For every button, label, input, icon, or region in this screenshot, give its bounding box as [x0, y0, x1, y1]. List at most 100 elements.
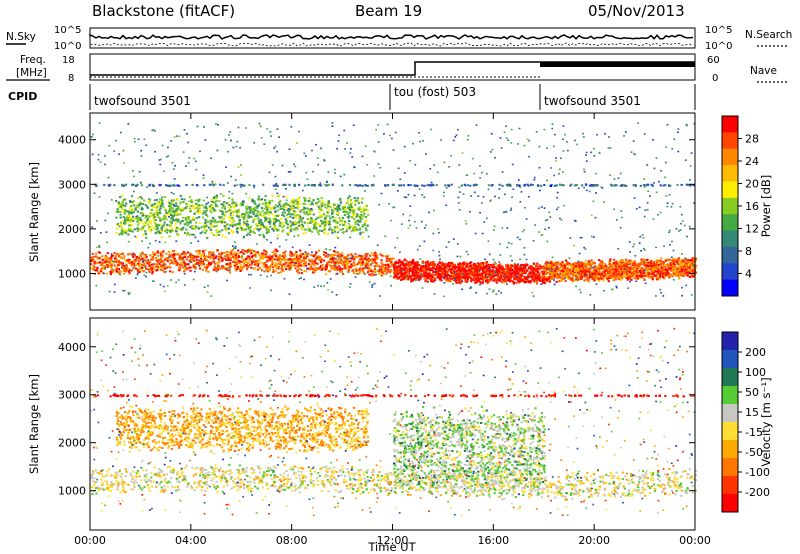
heatmap-cell — [267, 231, 270, 234]
heatmap-cell — [488, 276, 492, 279]
heatmap-cell — [373, 265, 376, 268]
heatmap-cell — [490, 275, 493, 278]
heatmap-cell — [586, 273, 589, 276]
heatmap-cell — [686, 274, 689, 277]
heatmap-cell — [642, 268, 645, 271]
heatmap-cell — [151, 268, 154, 271]
heatmap-cell — [272, 206, 275, 209]
heatmap-cell — [433, 266, 436, 269]
heatmap-cell — [507, 269, 510, 272]
heatmap-cell — [659, 267, 662, 270]
heatmap-cell — [261, 202, 265, 205]
heatmap-cell — [678, 273, 682, 276]
heatmap-cell — [438, 262, 442, 265]
heatmap-cell — [160, 268, 163, 271]
heatmap-cell — [189, 252, 192, 255]
heatmap-cell — [171, 217, 175, 220]
heatmap-cell — [449, 275, 452, 278]
heatmap-cell — [480, 262, 483, 265]
heatmap-cell — [474, 279, 478, 282]
heatmap-cell — [541, 281, 545, 284]
heatmap-cell — [446, 264, 450, 267]
heatmap-cell — [403, 258, 406, 261]
heatmap-cell — [274, 248, 277, 251]
heatmap-cell — [295, 221, 298, 224]
heatmap-cell — [651, 268, 654, 271]
heatmap-cell — [298, 214, 301, 217]
heatmap-cell — [643, 263, 646, 266]
heatmap-cell — [239, 266, 243, 269]
heatmap-cell — [423, 271, 426, 274]
heatmap-cell — [650, 272, 653, 275]
heatmap-cell — [148, 261, 152, 264]
noise-tick-right-top: 10^5 — [705, 25, 732, 36]
heatmap-cell — [596, 275, 600, 278]
heatmap-cell — [160, 201, 163, 204]
heatmap-cell — [530, 268, 533, 271]
heatmap-cell — [656, 278, 659, 281]
heatmap-cell — [236, 257, 239, 260]
heatmap-cell — [137, 222, 141, 225]
heatmap-cell — [609, 272, 612, 275]
heatmap-cell — [144, 257, 147, 260]
heatmap-cell — [369, 264, 373, 267]
heatmap-cell — [455, 277, 458, 280]
heatmap-cell — [655, 276, 659, 279]
heatmap-cell — [168, 254, 171, 257]
heatmap-cell — [517, 280, 520, 283]
heatmap-cell — [312, 221, 315, 224]
heatmap-cell — [622, 275, 625, 278]
heatmap-cell — [324, 220, 327, 223]
heatmap-cell — [438, 261, 441, 264]
heatmap-cell — [215, 255, 218, 258]
heatmap-cell — [132, 200, 135, 203]
heatmap-cell — [211, 207, 214, 210]
heatmap-cell — [122, 229, 125, 232]
heatmap-cell — [264, 269, 267, 272]
heatmap-cell — [596, 277, 599, 280]
heatmap-cell — [147, 223, 150, 226]
heatmap-cell — [354, 214, 357, 217]
heatmap-cell — [350, 253, 353, 256]
heatmap-cell — [145, 236, 148, 239]
heatmap-cell — [221, 234, 224, 237]
heatmap-cell — [170, 209, 173, 212]
heatmap-cell — [331, 259, 335, 262]
heatmap-cell — [488, 273, 491, 276]
heatmap-cell — [390, 260, 393, 263]
heatmap-cell — [276, 209, 280, 212]
heatmap-cell — [465, 276, 468, 279]
heatmap-cell — [587, 270, 591, 273]
heatmap-cell — [333, 229, 336, 232]
heatmap-cell — [560, 265, 563, 268]
heatmap-cell — [110, 268, 113, 271]
heatmap-cell — [169, 270, 172, 273]
heatmap-cell — [179, 255, 182, 258]
heatmap-cell — [125, 264, 128, 267]
heatmap-cell — [380, 270, 383, 273]
heatmap-cell — [189, 225, 192, 228]
heatmap-cell — [279, 271, 282, 274]
heatmap-cell — [334, 250, 337, 253]
heatmap-cell — [578, 266, 581, 269]
heatmap-cell — [627, 269, 630, 272]
heatmap-cell — [519, 265, 522, 268]
heatmap-cell — [201, 268, 204, 271]
heatmap-cell — [596, 271, 599, 274]
noise-panel-frame — [89, 27, 696, 49]
heatmap-cell — [361, 268, 364, 271]
heatmap-cell — [149, 199, 152, 202]
heatmap-cell — [360, 201, 363, 204]
heatmap-cell — [462, 261, 465, 264]
heatmap-cell — [381, 263, 384, 266]
heatmap-cell — [640, 262, 643, 265]
heatmap-cell — [259, 254, 262, 257]
heatmap-cell — [165, 231, 169, 234]
heatmap-cell — [513, 274, 516, 277]
heatmap-cell — [215, 199, 218, 202]
heatmap-cell — [474, 267, 477, 270]
heatmap-cell — [492, 272, 495, 275]
heatmap-cell — [366, 262, 369, 265]
heatmap-cell — [263, 207, 266, 210]
heatmap-cell — [132, 259, 135, 262]
